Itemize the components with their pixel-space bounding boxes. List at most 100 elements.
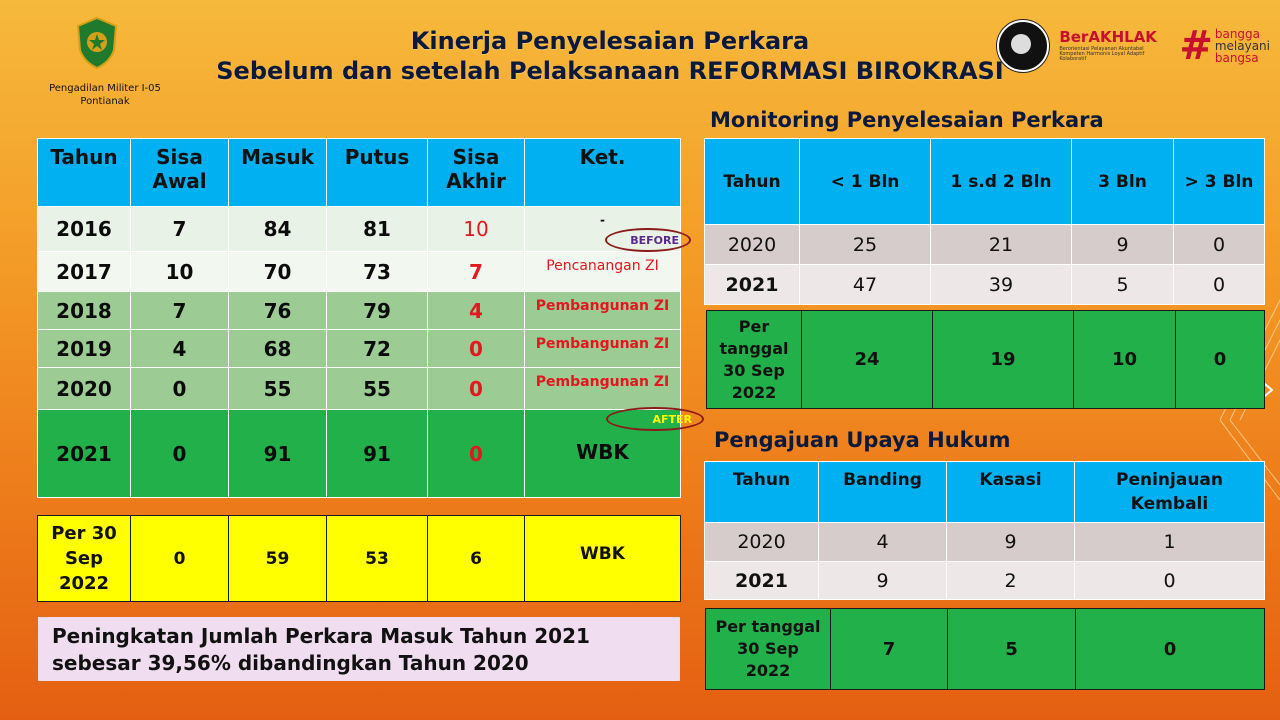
header-gt-3-bln: > 3 Bln (1173, 138, 1265, 225)
cell-sisa-awal: 7 (130, 206, 229, 252)
cell-banding: 4 (818, 522, 947, 562)
cell-masuk: 55 (228, 367, 327, 410)
upaya-header: Tahun Banding Kasasi Peninjauan Kembali (704, 461, 1265, 523)
cell-ket: WBK (524, 515, 681, 602)
header-tahun: Tahun (37, 138, 131, 207)
cell-masuk: 68 (228, 329, 327, 368)
cell-putus: 53 (326, 515, 428, 602)
cell-3-bln: 9 (1071, 224, 1174, 265)
cell-banding: 9 (818, 561, 947, 600)
monitoring-header: Tahun < 1 Bln 1 s.d 2 Bln 3 Bln > 3 Bln (704, 138, 1265, 225)
main-case-table: Tahun Sisa Awal Masuk Putus Sisa Akhir K… (37, 138, 681, 498)
header-banding: Banding (818, 461, 947, 523)
upaya-per-date-table: Per tanggal 30 Sep 2022 7 5 0 (705, 608, 1265, 690)
table-row: 2020 4 9 1 (704, 522, 1265, 562)
after-marker: AFTER (606, 407, 704, 431)
table-row: Per tanggal 30 Sep 2022 7 5 0 (705, 608, 1265, 690)
cell-peninjauan-kembali: 0 (1075, 608, 1265, 690)
header-3-bln: 3 Bln (1071, 138, 1174, 225)
before-marker: BEFORE (605, 228, 691, 252)
header-tahun: Tahun (704, 138, 800, 225)
after-label: AFTER (652, 412, 692, 426)
cell-tahun: 2020 (704, 224, 800, 265)
monitoring-per-date-table: Per tanggal 30 Sep 2022 24 19 10 0 (706, 310, 1265, 409)
cell-tahun: 2016 (37, 206, 131, 252)
header-ket: Ket. (524, 138, 681, 207)
header-masuk: Masuk (228, 138, 327, 207)
court-name-line2: Pontianak (80, 96, 130, 107)
cell-masuk: 84 (228, 206, 327, 252)
table-row: 2019 4 68 72 0 Pembangunan ZI (37, 329, 681, 368)
page-title: Kinerja Penyelesaian Perkara Sebelum dan… (200, 26, 1020, 86)
per-label-line2: tanggal (719, 338, 789, 358)
per-label-line1: Per 30 (51, 523, 117, 544)
note-line1: Peningkatan Jumlah Perkara Masuk Tahun 2… (52, 624, 590, 648)
cell-tahun: 2021 (37, 409, 131, 498)
header-logos: BerAKHLAK Berorientasi Pelayanan Akuntab… (997, 18, 1270, 74)
cell-sisa-akhir: 0 (427, 409, 525, 498)
cell-lt-1-bln: 25 (799, 224, 931, 265)
cell-sisa-awal: 7 (130, 291, 229, 330)
cell-tahun: 2021 (704, 264, 800, 305)
ministry-seal-logo (997, 20, 1050, 72)
cell-sisa-awal: 0 (130, 515, 229, 602)
header-peninjauan-kembali: Peninjauan Kembali (1074, 461, 1265, 523)
title-line1: Kinerja Penyelesaian Perkara (410, 27, 810, 55)
per-label-line3: 30 Sep (723, 360, 785, 380)
cell-ket: Pembangunan ZI (524, 367, 681, 410)
cell-masuk: 91 (228, 409, 327, 498)
cell-putus: 55 (326, 367, 428, 410)
upaya-hukum-table: Tahun Banding Kasasi Peninjauan Kembali … (704, 461, 1265, 600)
monitoring-title: Monitoring Penyelesaian Perkara (710, 108, 1104, 132)
cell-gt-3-bln: 0 (1173, 264, 1265, 305)
table-row: Per tanggal 30 Sep 2022 24 19 10 0 (706, 310, 1265, 409)
header-kasasi: Kasasi (946, 461, 1075, 523)
table-row: 2016 7 84 81 10 - (37, 206, 681, 252)
per-label-line3: 2022 (58, 573, 110, 594)
table-row: 2017 10 70 73 7 Pencanangan ZI (37, 251, 681, 292)
cell-sisa-awal: 0 (130, 409, 229, 498)
cell-sisa-akhir: 0 (427, 329, 525, 368)
cell-tahun: 2020 (704, 522, 819, 562)
cell-peninjauan-kembali: 0 (1074, 561, 1265, 600)
increase-note: Peningkatan Jumlah Perkara Masuk Tahun 2… (38, 617, 680, 681)
cell-masuk: 76 (228, 291, 327, 330)
cell-ket: Pembangunan ZI (524, 329, 681, 368)
cell-3-bln: 10 (1073, 310, 1176, 409)
cell-per-label: Per tanggal 30 Sep 2022 (706, 310, 802, 409)
cell-ket: WBK (524, 409, 681, 498)
per-label-line4: 2022 (731, 382, 777, 402)
cell-1-2-bln: 19 (932, 310, 1074, 409)
header-1-2-bln: 1 s.d 2 Bln (930, 138, 1072, 225)
cell-sisa-akhir: 0 (427, 367, 525, 410)
table-row: Per 30 Sep 2022 0 59 53 6 WBK (37, 515, 681, 602)
melayani-word: melayani (1214, 39, 1270, 53)
cell-sisa-akhir: 6 (427, 515, 525, 602)
header-sisa-awal: Sisa Awal (130, 138, 229, 207)
table-row: 2020 25 21 9 0 (704, 224, 1265, 265)
cell-peninjauan-kembali: 1 (1074, 522, 1265, 562)
table-row: 2020 0 55 55 0 Pembangunan ZI (37, 367, 681, 410)
header-sisa-akhir: Sisa Akhir (427, 138, 525, 207)
per-label-line1: Per (738, 316, 770, 336)
cell-tahun: 2020 (37, 367, 131, 410)
cell-banding: 7 (830, 608, 948, 690)
cell-tahun: 2021 (704, 561, 819, 600)
cell-1-2-bln: 21 (930, 224, 1072, 265)
cell-sisa-awal: 0 (130, 367, 229, 410)
table-row: 2021 9 2 0 (704, 561, 1265, 600)
cell-sisa-akhir: 7 (427, 251, 525, 292)
court-name-line1: Pengadilan Militer I-05 (49, 83, 161, 94)
cell-masuk: 59 (228, 515, 327, 602)
table-row: 2018 7 76 79 4 Pembangunan ZI (37, 291, 681, 330)
table-row: 2021 0 91 91 0 WBK (37, 409, 681, 498)
upaya-hukum-title: Pengajuan Upaya Hukum (714, 428, 1011, 452)
berakhlak-logo: BerAKHLAK Berorientasi Pelayanan Akuntab… (1059, 30, 1169, 62)
cell-ket: Pembangunan ZI (524, 291, 681, 330)
cell-1-2-bln: 39 (930, 264, 1072, 305)
cell-sisa-awal: 4 (130, 329, 229, 368)
cell-gt-3-bln: 0 (1173, 224, 1265, 265)
cell-sisa-akhir: 4 (427, 291, 525, 330)
cell-kasasi: 2 (946, 561, 1075, 600)
per-label-line1: Per tanggal (715, 617, 821, 636)
